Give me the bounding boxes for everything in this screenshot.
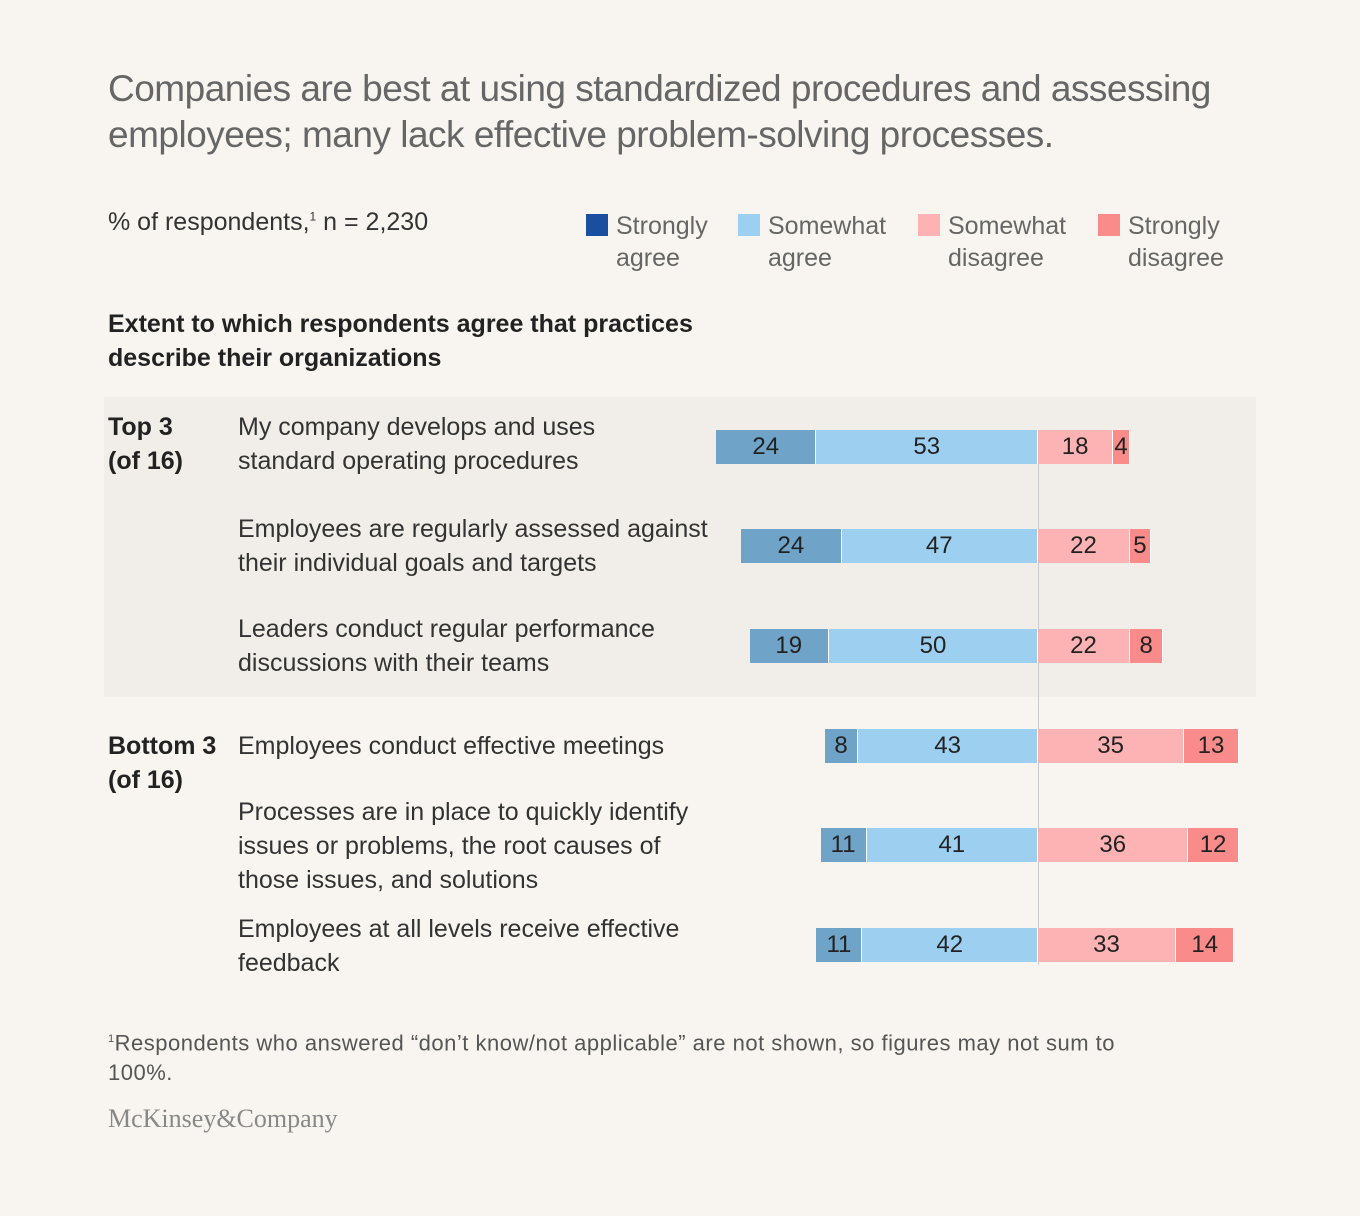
group-sub: (of 16) — [108, 766, 183, 794]
group-top-label: Top 3 (of 16) — [108, 410, 183, 478]
chart-title: Companies are best at using standardized… — [108, 68, 1211, 155]
section-heading: Extent to which respondents agree that p… — [108, 310, 693, 372]
legend-swatch — [918, 214, 940, 236]
category-label: Leaders conduct regular performance disc… — [238, 615, 655, 677]
footnote-text: Respondents who answered “don’t know/not… — [108, 1030, 1115, 1086]
legend-item: Somewhat agree — [738, 210, 888, 274]
legend-label: Somewhat agree — [768, 212, 887, 272]
mckinsey-logo: McKinsey&Company — [108, 1104, 338, 1133]
legend-label: Strongly agree — [616, 212, 708, 272]
bar-segment: 22 — [1038, 529, 1130, 563]
bar-segment: 13 — [1184, 729, 1239, 763]
legend-label: Strongly disagree — [1128, 212, 1224, 272]
zero-axis — [1038, 430, 1039, 965]
group-sub: (of 16) — [108, 447, 183, 475]
bar-segment: 24 — [741, 529, 842, 563]
bar-segment: 19 — [749, 629, 829, 663]
bar-segment: 14 — [1175, 928, 1235, 962]
bar-segment: 33 — [1038, 928, 1176, 962]
bar-segment: 43 — [858, 729, 1038, 763]
subtitle: % of respondents,1 n = 2,230 — [108, 208, 428, 237]
legend-item: Strongly agree — [586, 210, 736, 274]
legend-swatch — [738, 214, 760, 236]
group-label: Bottom 3 — [108, 732, 217, 760]
legend-item: Strongly disagree — [1098, 210, 1248, 274]
category-label: Employees at all levels receive effectiv… — [238, 915, 680, 977]
bar-segment: 47 — [841, 529, 1038, 563]
footnote-marker: 1 — [309, 209, 317, 224]
bar-segment: 11 — [816, 928, 863, 962]
bar-segment: 50 — [829, 629, 1038, 663]
category-label: My company develops and uses standard op… — [238, 413, 596, 475]
bar-segment: 53 — [816, 430, 1038, 464]
legend-swatch — [586, 214, 608, 236]
bar-segment: 35 — [1038, 729, 1185, 763]
bar-segment: 22 — [1038, 629, 1130, 663]
group-bottom-label: Bottom 3 (of 16) — [108, 729, 216, 797]
subtitle-text: % of respondents, — [108, 208, 310, 236]
bar-segment: 18 — [1038, 430, 1114, 464]
group-label: Top 3 — [108, 413, 173, 441]
category-label: Employees conduct effective meetings — [238, 732, 665, 760]
bar-segment: 24 — [716, 430, 817, 464]
bar-segment: 11 — [820, 828, 867, 862]
bar-segment: 8 — [824, 729, 859, 763]
legend-label: Somewhat disagree — [948, 212, 1067, 272]
bar-segment: 5 — [1129, 529, 1151, 563]
sample-size: n = 2,230 — [316, 208, 429, 236]
category-label: Processes are in place to quickly identi… — [238, 798, 689, 894]
category-label: Employees are regularly assessed against… — [238, 515, 708, 577]
bar-segment: 8 — [1129, 629, 1164, 663]
bar-segment: 12 — [1188, 828, 1239, 862]
legend-item: Somewhat disagree — [918, 210, 1068, 274]
legend-swatch — [1098, 214, 1120, 236]
footnote-marker: 1 — [108, 1033, 115, 1045]
bar-segment: 4 — [1113, 430, 1130, 464]
footnote: 1Respondents who answered “don’t know/no… — [108, 1024, 1148, 1088]
bar-segment: 42 — [862, 928, 1038, 962]
bar-segment: 36 — [1038, 828, 1189, 862]
bar-segment: 41 — [866, 828, 1038, 862]
